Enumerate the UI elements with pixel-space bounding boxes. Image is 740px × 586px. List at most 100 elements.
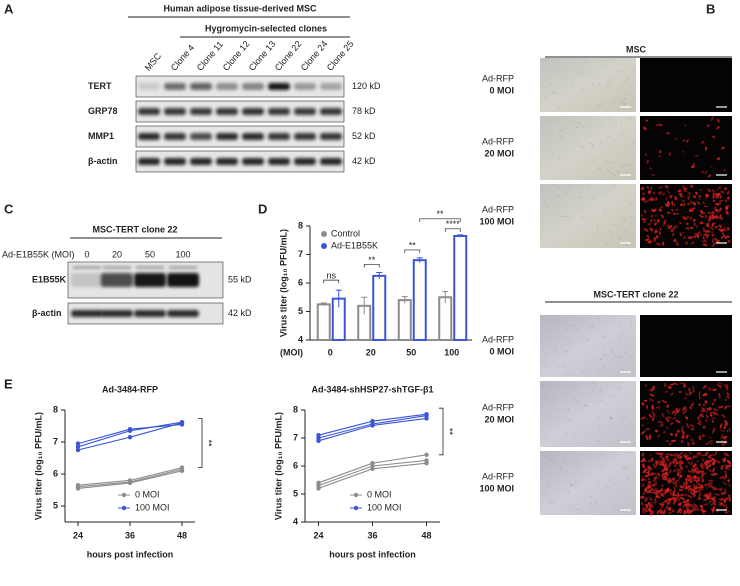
rfp-cell — [686, 139, 689, 143]
rfp-cell — [717, 382, 723, 384]
rfp-cell — [659, 423, 664, 428]
rfp-cell — [710, 442, 713, 445]
fluorescence-image — [640, 116, 732, 180]
rfp-cell — [666, 426, 669, 431]
rfp-cell — [684, 493, 688, 496]
cell-texture — [564, 350, 567, 353]
rfp-cell — [724, 419, 729, 426]
rfp-cell — [691, 428, 695, 431]
rfp-cell — [700, 140, 705, 144]
rfp-cell — [703, 461, 708, 467]
cell-texture — [564, 192, 569, 194]
rfp-cell — [682, 231, 685, 234]
rfp-cell — [654, 463, 658, 469]
data-point — [316, 438, 321, 443]
rfp-cell — [665, 440, 669, 442]
rfp-cell — [655, 406, 658, 409]
rfp-cell — [641, 476, 644, 479]
cell-texture — [599, 123, 602, 126]
blot-band — [294, 133, 316, 140]
x-tick-label: 36 — [367, 530, 377, 540]
cell-texture — [613, 355, 618, 358]
rfp-cell — [694, 455, 698, 459]
rfp-cell — [712, 408, 719, 411]
rfp-cell — [676, 468, 682, 472]
rfp-cell — [655, 462, 659, 465]
rfp-cell — [695, 191, 698, 195]
legend-label: 100 MOI — [135, 502, 170, 512]
rfp-cell — [652, 412, 656, 419]
cell-texture — [577, 465, 580, 469]
cell-texture — [581, 474, 584, 476]
cell-texture — [597, 369, 601, 373]
blot-band — [268, 158, 290, 165]
rfp-cell — [665, 506, 669, 509]
rfp-cell — [690, 438, 694, 442]
rfp-cell — [644, 384, 648, 387]
rfp-cell — [686, 457, 690, 461]
cell-texture — [543, 363, 547, 367]
rfp-cell — [644, 200, 648, 203]
cell-texture — [592, 196, 595, 200]
cell-texture — [604, 60, 608, 63]
rfp-cell — [655, 497, 657, 501]
cell-texture — [623, 80, 627, 84]
rfp-cell — [659, 205, 663, 210]
cell-texture — [623, 103, 626, 105]
rfp-cell — [674, 457, 678, 464]
rfp-cell — [689, 424, 695, 428]
rfp-cell — [708, 455, 712, 460]
blot-band — [320, 158, 342, 165]
cell-texture — [571, 324, 576, 327]
rfp-cell — [708, 459, 713, 465]
x-tick-label: 100 — [444, 347, 459, 357]
rfp-cell — [668, 506, 672, 510]
virus-label: Ad-RFP — [482, 136, 514, 146]
rfp-cell — [702, 384, 707, 389]
rfp-cell — [678, 475, 682, 479]
rfp-cell — [671, 228, 675, 230]
rfp-cell — [673, 203, 676, 207]
rfp-cell — [705, 441, 711, 446]
rfp-cell — [669, 383, 675, 386]
cell-texture — [576, 127, 579, 129]
cell-texture — [607, 135, 611, 138]
rfp-cell — [693, 503, 699, 508]
cell-texture — [594, 500, 599, 504]
protein-name: MMP1 — [88, 131, 114, 141]
error-bar — [416, 257, 423, 263]
cell-texture — [549, 499, 551, 502]
rfp-cell — [704, 146, 708, 151]
rfp-cell — [689, 216, 693, 220]
rfp-cell — [650, 214, 654, 218]
rfp-cell — [693, 232, 698, 236]
rfp-cell — [669, 195, 673, 199]
cell-texture — [576, 354, 578, 356]
lane-label: MSC — [143, 51, 164, 73]
rfp-cell — [666, 455, 669, 457]
rfp-cell — [653, 219, 656, 222]
blot-band — [216, 158, 238, 165]
cell-texture — [557, 106, 560, 109]
rfp-cell — [692, 505, 695, 509]
rfp-cell — [700, 410, 705, 412]
rfp-cell — [668, 500, 671, 504]
cell-texture — [619, 356, 623, 359]
rfp-cell — [641, 463, 646, 469]
rfp-cell — [726, 392, 730, 396]
y-tick-label: 8 — [53, 404, 58, 414]
rfp-cell — [707, 225, 710, 228]
error-bar — [401, 296, 408, 304]
rfp-cell — [689, 209, 694, 212]
rfp-cell — [723, 226, 726, 229]
rfp-cell — [647, 222, 652, 226]
rfp-cell — [712, 241, 716, 246]
rfp-cell — [689, 476, 696, 479]
x-tick-label: 24 — [73, 530, 83, 540]
cell-texture — [623, 60, 626, 62]
cell-texture — [598, 359, 603, 361]
cell-texture — [611, 161, 614, 165]
rfp-cell — [671, 201, 674, 205]
cell-texture — [576, 385, 580, 388]
rfp-cell — [726, 212, 729, 216]
